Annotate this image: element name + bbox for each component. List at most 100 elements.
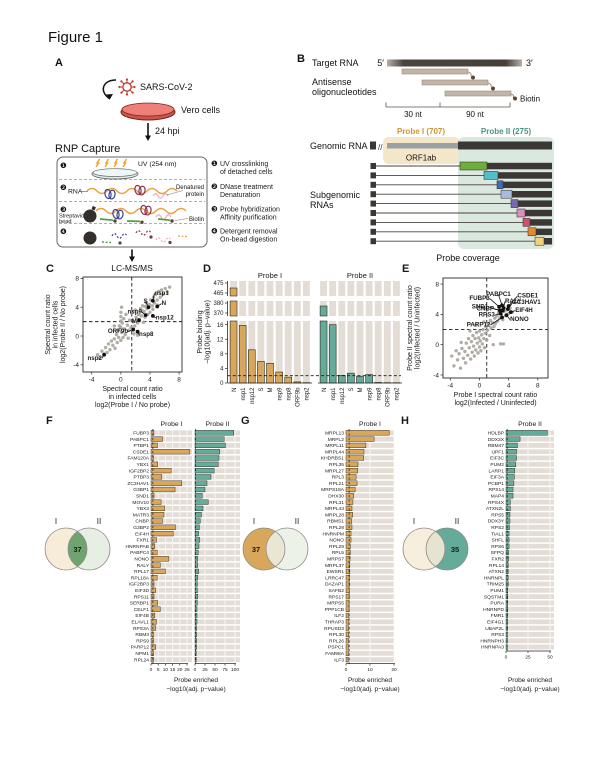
labeled-point <box>131 327 136 332</box>
x-axis-label: Probe enriched <box>174 677 218 684</box>
venn-outline <box>402 527 446 571</box>
bar <box>257 361 265 384</box>
point-label: nsp12 <box>156 314 174 321</box>
category-label: nsp12 <box>250 387 256 404</box>
column-header: Probe I <box>161 421 183 428</box>
five-prime-label: 5′ <box>377 58 384 68</box>
gene-label: PABPC4 <box>130 550 149 556</box>
point-label: N <box>162 300 167 307</box>
scatter-point <box>135 321 140 325</box>
gene-label: DAZAP1 <box>325 582 344 588</box>
bar <box>347 372 355 384</box>
sg-cap <box>370 219 376 226</box>
scatter-point <box>476 351 480 355</box>
x-tick-label: 25 <box>184 667 190 673</box>
bar <box>150 575 158 581</box>
y-tick-label: 370 <box>213 311 224 317</box>
row-track <box>506 493 554 499</box>
bar <box>505 436 521 442</box>
step-text-line: Affinity purification <box>220 215 277 222</box>
gene-label: FAM98A <box>325 651 344 657</box>
gene-label: SQSTM1 <box>484 594 504 600</box>
category-stripe <box>383 281 391 296</box>
gene-label: FXR2 <box>491 557 504 563</box>
point-label: EIF4H <box>515 307 533 314</box>
scatter-point <box>150 304 154 308</box>
y-axis-label: log2(Probe II / No probe) <box>60 286 67 363</box>
category-stripe <box>257 321 265 383</box>
aso-label-1: Antisense <box>312 77 352 87</box>
bar <box>229 320 238 384</box>
x-tick-label: 10 <box>163 667 169 673</box>
row-track <box>195 543 240 549</box>
scatter-point <box>468 329 472 333</box>
category-stripe <box>365 321 373 383</box>
point-label: SND1 <box>472 303 489 310</box>
row-track <box>506 443 554 448</box>
gene-label: ATXN2 <box>489 569 505 575</box>
scatter-point <box>143 304 148 309</box>
scatter-point <box>474 348 478 352</box>
sg-orf-box <box>483 171 499 180</box>
scatter-point <box>489 326 493 330</box>
gene-label: RPS4X <box>488 500 505 506</box>
y-tick-label: 0 <box>220 381 224 387</box>
point-label: nsp9 <box>128 309 143 316</box>
group-header: Probe I <box>258 271 282 280</box>
scatter-point <box>486 321 490 326</box>
gene-label: EIF3C <box>490 456 504 462</box>
bar <box>345 442 367 449</box>
category-label: ORF9b <box>386 387 392 407</box>
scatter-point <box>477 345 482 349</box>
row-track <box>195 531 240 536</box>
labeled-point <box>497 308 502 313</box>
antisense-probes <box>99 218 171 223</box>
category-stripe <box>239 281 247 296</box>
bar <box>505 524 510 530</box>
gene-label: RPS17 <box>329 594 345 600</box>
streptavidin-bead <box>83 231 97 245</box>
labeled-point <box>143 313 148 318</box>
bar <box>150 461 158 467</box>
bar <box>505 486 514 493</box>
row-track <box>506 461 554 467</box>
category-label: M <box>268 388 274 393</box>
scatter-point <box>482 320 486 324</box>
bar <box>505 612 508 619</box>
x-tick-label: 0 <box>345 667 348 673</box>
row-track <box>506 600 554 606</box>
category-stripe <box>365 301 373 316</box>
bar <box>150 581 155 587</box>
bar <box>194 575 199 581</box>
scatter-point <box>490 320 495 325</box>
scatter-point <box>469 339 474 344</box>
point-label: FUBP3 <box>469 295 490 302</box>
bar <box>505 461 516 467</box>
row-track <box>195 594 240 599</box>
y-tick-label: 8 <box>75 276 79 283</box>
gene-label: MRPL11 <box>325 443 344 449</box>
gene-label: CELF1 <box>134 607 150 613</box>
row-track <box>151 430 192 436</box>
bar <box>150 530 174 537</box>
gene-label: MOV10 <box>132 500 149 506</box>
scatter-point <box>132 332 136 336</box>
gene-label: RPL31 <box>329 500 344 506</box>
scatter-point <box>458 366 463 370</box>
scatter-point <box>119 305 124 309</box>
gene-label: RPL3 <box>332 475 345 481</box>
bar <box>194 455 220 461</box>
category-stripe <box>338 321 346 383</box>
gene-label: MRPL27 <box>325 468 344 474</box>
gene-label: HNRNPH3 <box>480 638 504 644</box>
gene-label: MRPL2 <box>328 437 345 443</box>
sg-body-bar <box>544 238 552 245</box>
bar <box>345 537 352 543</box>
y-tick-label: 4 <box>435 312 439 319</box>
step2-badge: ❷ <box>60 183 67 192</box>
row-track <box>151 493 192 499</box>
scatter-point <box>157 289 161 294</box>
bar <box>345 543 351 549</box>
step-number: ❶ <box>211 159 218 168</box>
orf1ab-bar <box>387 143 458 149</box>
